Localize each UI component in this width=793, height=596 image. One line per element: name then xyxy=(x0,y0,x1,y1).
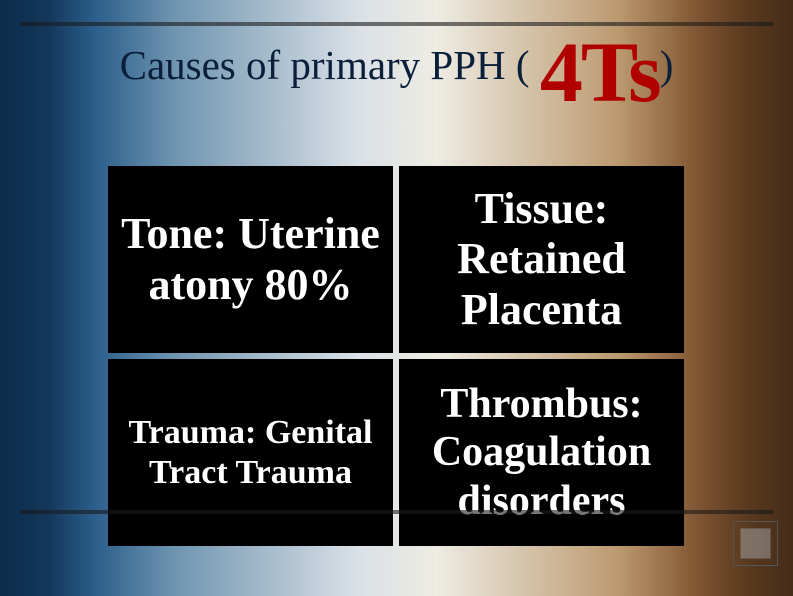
divider-bottom xyxy=(20,510,773,514)
cell-trauma-text: Trauma: Genital Tract Trauma xyxy=(120,413,381,491)
corner-decoration-inner xyxy=(740,528,771,559)
cell-tone: Tone: Uterine atony 80% xyxy=(108,166,393,353)
cell-thrombus-text: Thrombus: Coagulation disorders xyxy=(411,380,672,525)
cell-tone-text: Tone: Uterine atony 80% xyxy=(120,209,381,310)
divider-top xyxy=(20,22,773,26)
title-accent: 4Ts xyxy=(540,38,660,107)
cell-tissue-text: Tissue: Retained Placenta xyxy=(411,184,672,336)
cell-trauma: Trauma: Genital Tract Trauma xyxy=(108,359,393,546)
slide-title: Causes of primary PPH ( 4Ts) xyxy=(0,38,793,107)
corner-decoration xyxy=(733,521,778,566)
cell-thrombus: Thrombus: Coagulation disorders xyxy=(399,359,684,546)
title-prefix: Causes of primary PPH ( xyxy=(120,42,540,88)
cell-tissue: Tissue: Retained Placenta xyxy=(399,166,684,353)
four-ts-grid: Tone: Uterine atony 80% Tissue: Retained… xyxy=(108,166,684,546)
title-suffix: ) xyxy=(660,42,674,88)
